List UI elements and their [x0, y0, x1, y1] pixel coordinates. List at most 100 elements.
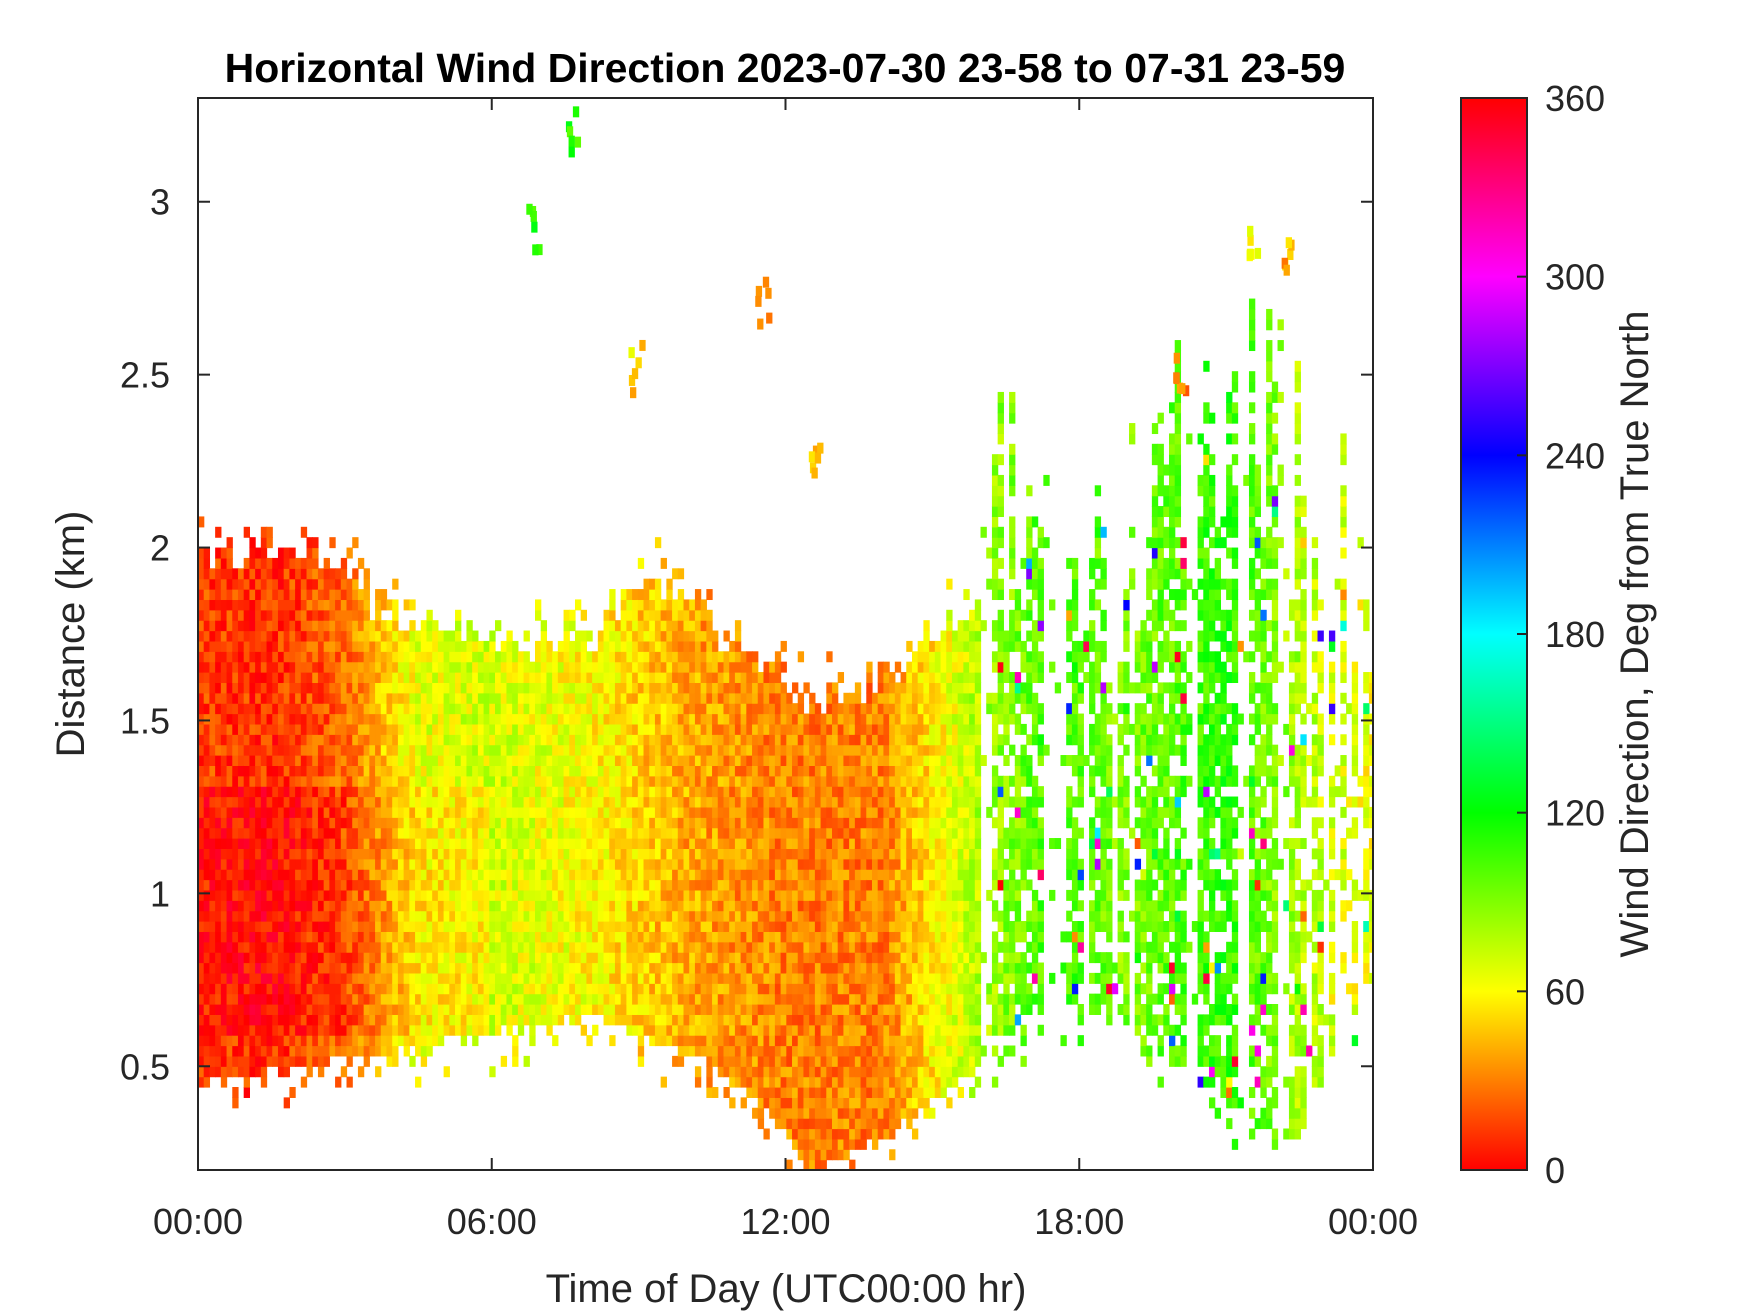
heatmap-cell [740, 983, 747, 995]
heatmap-cell [626, 1004, 633, 1015]
heatmap-cell [209, 952, 216, 964]
heatmap-cell [495, 817, 502, 829]
heatmap-cell [369, 765, 376, 777]
heatmap-cell [569, 703, 576, 715]
heatmap-cell [746, 858, 753, 870]
heatmap-cell [677, 620, 685, 632]
heatmap-cell [306, 547, 313, 559]
heatmap-cell [300, 599, 308, 611]
heatmap-cell [306, 1004, 313, 1015]
heatmap-cell [706, 993, 713, 1005]
heatmap-cell [255, 1045, 262, 1057]
heatmap-cell [312, 682, 319, 694]
heatmap-cell [346, 692, 353, 704]
heatmap-cell [535, 817, 542, 829]
heatmap-cell [694, 640, 702, 652]
heatmap-cell [312, 723, 319, 735]
heatmap-cell [614, 755, 622, 766]
heatmap-cell [232, 1045, 239, 1057]
heatmap-cell [426, 952, 433, 964]
heatmap-cell [694, 703, 702, 715]
heatmap-cell [295, 661, 302, 673]
heatmap-cell [432, 889, 439, 901]
heatmap-cell [700, 1035, 707, 1047]
heatmap-cell [649, 713, 656, 725]
heatmap-cell [289, 578, 296, 590]
heatmap-cell [517, 858, 525, 870]
heatmap-cell [329, 765, 336, 777]
heatmap-cell [780, 1076, 787, 1088]
heatmap-cell [654, 838, 662, 849]
heatmap-cell [717, 1004, 725, 1015]
heatmap-cell [249, 703, 256, 715]
heatmap-cell [215, 879, 222, 891]
heatmap-cell [409, 962, 416, 974]
heatmap-cell [592, 817, 599, 829]
heatmap-cell [335, 568, 342, 580]
heatmap-cell [397, 775, 405, 787]
heatmap-cell [677, 879, 685, 891]
heatmap-cell [797, 651, 805, 663]
heatmap-cell [529, 817, 536, 829]
heatmap-cell [717, 879, 725, 891]
heatmap-cell [574, 858, 582, 870]
heatmap-cell [580, 879, 587, 891]
heatmap-cell [329, 630, 336, 642]
heatmap-cell [300, 620, 308, 632]
heatmap-cell [260, 547, 268, 559]
heatmap-cell [632, 910, 639, 922]
heatmap-cell [786, 1014, 793, 1026]
heatmap-cell [295, 786, 302, 798]
heatmap-cell [340, 879, 348, 891]
heatmap-cell [506, 744, 513, 756]
heatmap-cell [237, 672, 245, 684]
heatmap-cell [512, 869, 519, 881]
heatmap-cell [654, 589, 662, 601]
heatmap-cell [255, 599, 262, 611]
heatmap-cell [220, 682, 228, 694]
heatmap-cell [786, 838, 793, 849]
heatmap-cell [512, 848, 519, 860]
heatmap-cell [266, 827, 273, 839]
heatmap-cell [683, 599, 690, 611]
heatmap-cell [535, 952, 542, 964]
heatmap-cell [586, 879, 593, 891]
heatmap-cell [403, 1014, 410, 1026]
heatmap-cell [700, 931, 707, 943]
heatmap-cell [666, 879, 673, 891]
heatmap-cell [260, 537, 268, 549]
heatmap-cell [220, 703, 228, 715]
heatmap-cell [792, 1087, 799, 1098]
heatmap-cell [346, 578, 353, 590]
heatmap-cell [814, 1149, 822, 1161]
heatmap-cell [300, 952, 308, 964]
heatmap-cell [809, 941, 816, 953]
heatmap-cell [677, 972, 685, 984]
heatmap-cell [260, 817, 268, 829]
heatmap-cell [597, 723, 605, 735]
heatmap-cell [826, 827, 833, 839]
heatmap-cell [666, 703, 673, 715]
heatmap-cell [712, 910, 719, 922]
heatmap-cell [460, 952, 468, 964]
heatmap-cell [774, 1118, 782, 1130]
heatmap-cell [335, 983, 342, 995]
heatmap-cell [712, 972, 719, 984]
heatmap-cell [312, 755, 319, 766]
heatmap-cell [260, 806, 268, 818]
heatmap-cell [432, 713, 439, 725]
heatmap-cell [797, 858, 805, 870]
heatmap-cell [266, 630, 273, 642]
heatmap-cell [654, 806, 662, 818]
heatmap-cell [506, 921, 513, 932]
heatmap-cell [237, 786, 245, 798]
heatmap-cell [666, 827, 673, 839]
heatmap-cell [609, 682, 616, 694]
heatmap-cell [443, 755, 450, 766]
heatmap-cell [837, 993, 845, 1005]
heatmap-cell [289, 972, 296, 984]
heatmap-cell [523, 806, 530, 818]
heatmap-cell [392, 817, 399, 829]
heatmap-cell [277, 630, 285, 642]
heatmap-cell [809, 1035, 816, 1047]
